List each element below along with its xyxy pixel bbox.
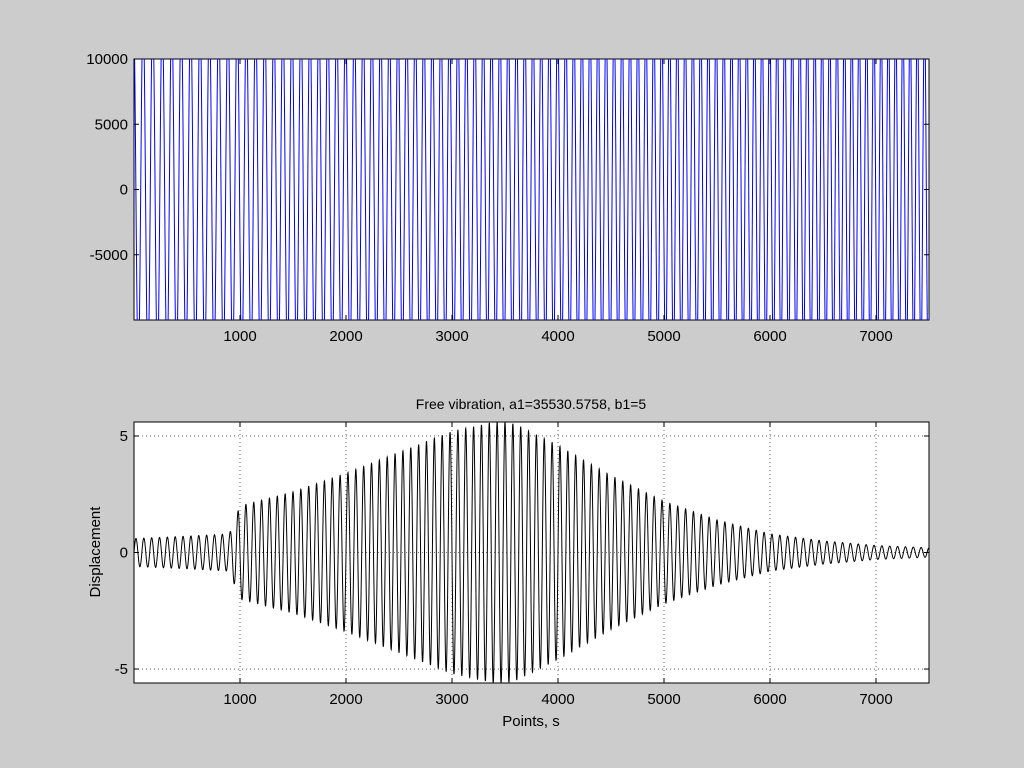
bottom-xlabel: Points, s — [502, 713, 560, 730]
bottom-xtick-label-5: 6000 — [753, 691, 786, 708]
top-xtick-label-4: 5000 — [647, 328, 680, 345]
bottom-xtick-label-0: 1000 — [223, 691, 256, 708]
bottom-axes: 1000 2000 3000 4000 5000 6000 7000 -5 0 5 Free vi… — [87, 396, 930, 730]
bottom-xtick-label-2: 3000 — [435, 691, 468, 708]
bottom-title: Free vibration, a1=35530.5758, b1=5 — [416, 396, 647, 412]
top-ytick-label-3: 10000 — [86, 51, 128, 68]
top-ytick-label-2: 5000 — [95, 116, 128, 133]
bottom-ytick-label-0: -5 — [115, 661, 128, 678]
top-xtick-label-2: 3000 — [435, 328, 468, 345]
bottom-xtick-label-6: 7000 — [859, 691, 892, 708]
top-xtick-label-6: 7000 — [859, 328, 892, 345]
top-ytick-label-0: -5000 — [90, 247, 128, 264]
bottom-xtick-label-3: 4000 — [541, 691, 574, 708]
bottom-xtick-label-1: 2000 — [329, 691, 362, 708]
top-xtick-label-1: 2000 — [329, 328, 362, 345]
top-xtick-label-0: 1000 — [223, 328, 256, 345]
top-ticks: 1000 2000 3000 4000 5000 6000 7000 -5000 0 5000 10… — [86, 51, 929, 345]
top-xtick-label-5: 6000 — [753, 328, 786, 345]
bottom-grid — [134, 422, 929, 683]
top-xtick-label-3: 4000 — [541, 328, 574, 345]
bottom-series-line — [134, 422, 929, 683]
bottom-ytick-label-2: 5 — [120, 428, 128, 445]
bottom-ticks: 1000 2000 3000 4000 5000 6000 7000 -5 0 5 — [115, 422, 929, 708]
bottom-ylabel: Displacement — [87, 506, 104, 598]
top-series-line — [134, 59, 929, 320]
bottom-ytick-label-1: 0 — [120, 545, 128, 562]
top-axes: 1000 2000 3000 4000 5000 6000 7000 -5000 0 5000 10… — [86, 51, 930, 345]
bottom-xtick-label-4: 5000 — [647, 691, 680, 708]
top-ytick-label-1: 0 — [120, 182, 128, 199]
